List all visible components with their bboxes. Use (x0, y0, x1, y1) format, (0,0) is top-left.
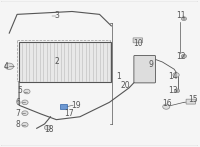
Text: 4: 4 (4, 62, 9, 71)
Text: 5: 5 (18, 86, 22, 95)
Text: 20: 20 (120, 81, 130, 90)
Text: 17: 17 (64, 109, 74, 118)
Bar (17, 40, 110, 81)
Text: 2: 2 (55, 57, 60, 66)
Circle shape (22, 100, 28, 105)
Circle shape (5, 63, 14, 70)
Circle shape (181, 17, 186, 21)
Circle shape (163, 104, 170, 109)
Text: 12: 12 (176, 52, 186, 61)
Text: 6: 6 (16, 98, 21, 107)
Text: 15: 15 (188, 95, 198, 104)
Text: 7: 7 (16, 109, 21, 118)
Circle shape (22, 111, 28, 116)
Text: 18: 18 (44, 125, 53, 134)
Bar (60, 104, 67, 109)
Text: 16: 16 (162, 99, 172, 108)
FancyBboxPatch shape (134, 55, 155, 83)
Text: 9: 9 (148, 60, 153, 69)
Text: 10: 10 (133, 39, 143, 48)
Text: 1: 1 (116, 72, 121, 81)
Circle shape (173, 73, 179, 77)
Circle shape (175, 89, 180, 93)
Text: 8: 8 (16, 120, 20, 129)
Circle shape (181, 54, 186, 58)
Text: 19: 19 (71, 101, 81, 110)
Text: 3: 3 (54, 11, 59, 20)
Circle shape (24, 89, 30, 94)
Text: 13: 13 (168, 86, 178, 95)
Circle shape (22, 122, 28, 127)
FancyBboxPatch shape (186, 99, 196, 104)
Bar (19, 42, 111, 82)
Text: 14: 14 (168, 72, 178, 81)
FancyBboxPatch shape (133, 38, 143, 43)
Circle shape (44, 125, 51, 130)
Text: 11: 11 (176, 11, 186, 20)
